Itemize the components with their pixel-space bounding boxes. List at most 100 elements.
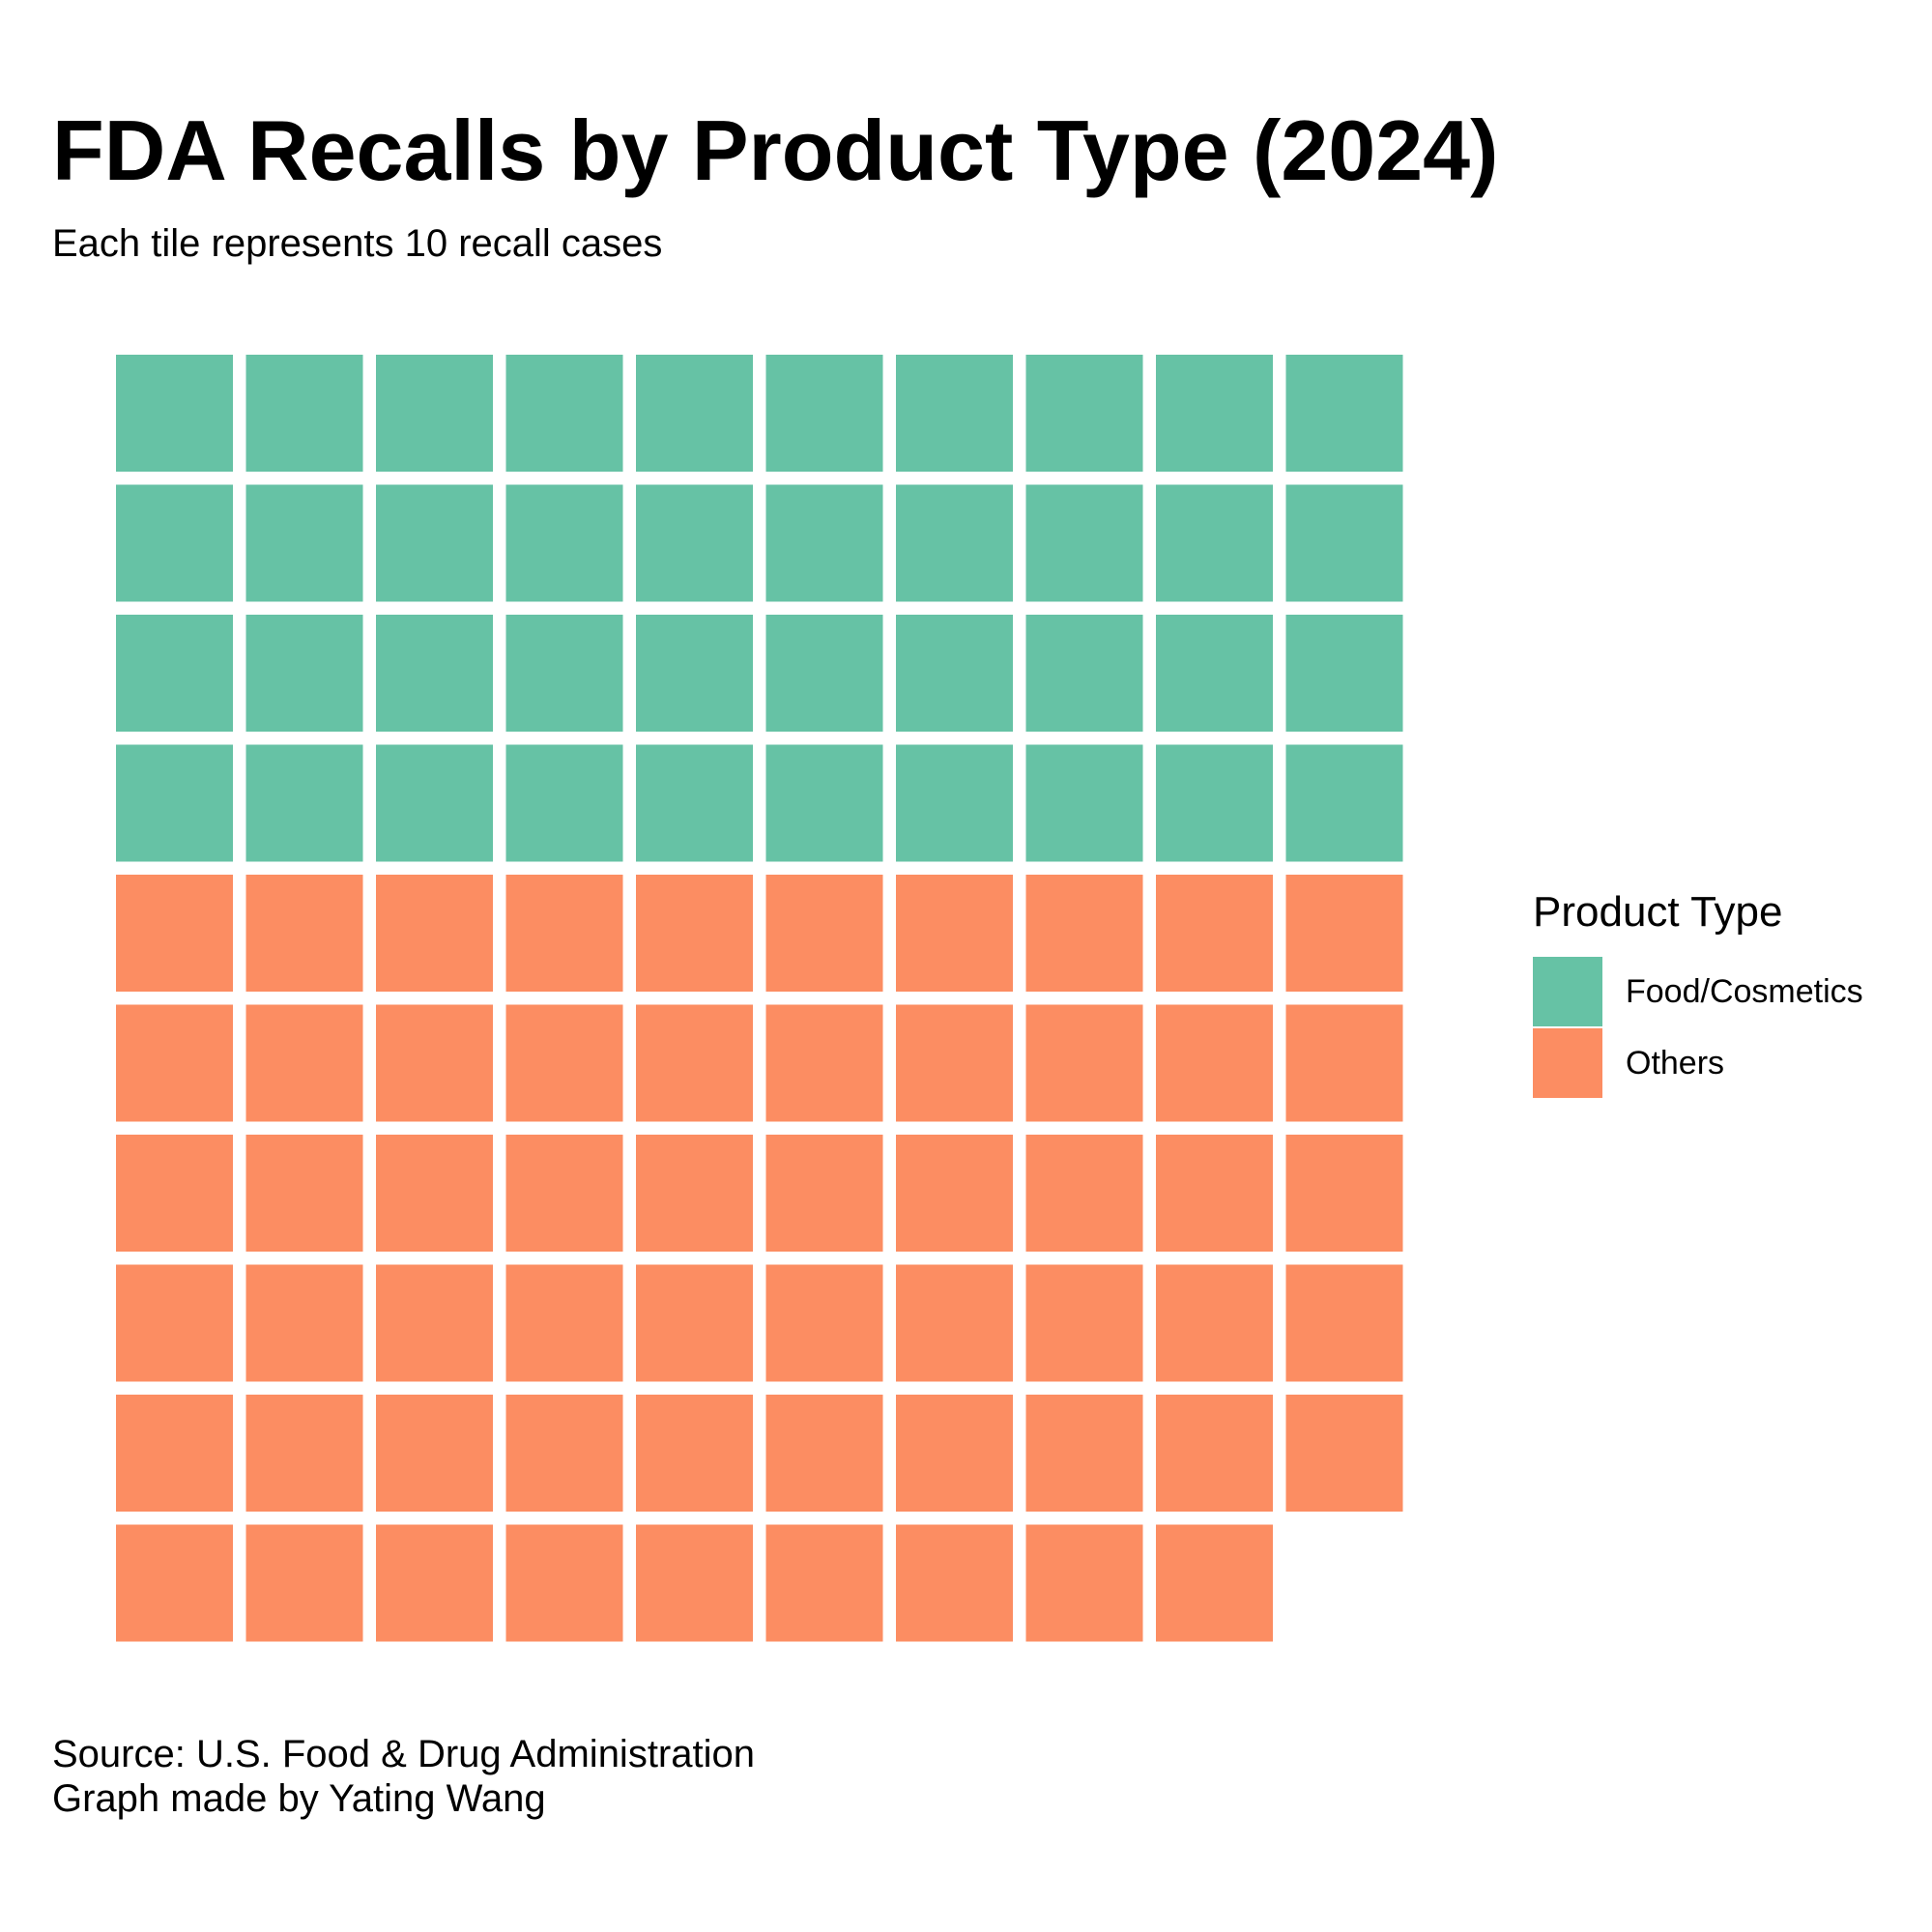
waffle-tile-food-cosmetics xyxy=(1156,355,1273,472)
waffle-tile-others xyxy=(896,875,1013,992)
waffle-tile-food-cosmetics xyxy=(1285,355,1403,472)
waffle-tile-others xyxy=(116,1135,233,1252)
waffle-tile-others xyxy=(765,1264,883,1382)
waffle-tile-others xyxy=(636,1524,753,1642)
waffle-tile-others xyxy=(765,1004,883,1122)
waffle-tile-others xyxy=(1156,1264,1273,1382)
waffle-tile-food-cosmetics xyxy=(636,484,753,602)
waffle-tile-food-cosmetics xyxy=(376,744,493,862)
waffle-tile-others xyxy=(1025,1524,1143,1642)
waffle-tile-others xyxy=(116,1524,233,1642)
waffle-tile-food-cosmetics xyxy=(765,744,883,862)
waffle-tile-food-cosmetics xyxy=(636,744,753,862)
waffle-tile-others xyxy=(896,1004,1013,1122)
chart-subtitle: Each tile represents 10 recall cases xyxy=(52,222,663,265)
waffle-tile-food-cosmetics xyxy=(376,615,493,732)
waffle-tile-others xyxy=(1285,1264,1403,1382)
waffle-tile-food-cosmetics xyxy=(245,484,363,602)
waffle-tile-food-cosmetics xyxy=(1156,744,1273,862)
waffle-tile-others xyxy=(376,1524,493,1642)
waffle-tile-food-cosmetics xyxy=(636,615,753,732)
legend: Product Type Food/Cosmetics Others xyxy=(1533,891,1863,1100)
waffle-tile-food-cosmetics xyxy=(245,615,363,732)
waffle-tile-others xyxy=(116,875,233,992)
legend-title: Product Type xyxy=(1533,888,1783,936)
caption: Source: U.S. Food & Drug Administration … xyxy=(52,1732,755,1821)
waffle-tile-others xyxy=(1025,1264,1143,1382)
legend-key-others xyxy=(1533,1028,1602,1098)
source-note: Source: U.S. Food & Drug Administration xyxy=(52,1733,755,1775)
waffle-tile-food-cosmetics xyxy=(896,615,1013,732)
waffle-tile-food-cosmetics xyxy=(765,355,883,472)
waffle-tile-others xyxy=(765,875,883,992)
waffle-tile-food-cosmetics xyxy=(1156,615,1273,732)
waffle-tile-others xyxy=(1025,1395,1143,1512)
waffle-tile-food-cosmetics xyxy=(505,744,623,862)
waffle-tile-others xyxy=(116,1395,233,1512)
waffle-tile-others xyxy=(376,1264,493,1382)
waffle-tile-food-cosmetics xyxy=(245,355,363,472)
waffle-tile-food-cosmetics xyxy=(1025,744,1143,862)
waffle-tile-food-cosmetics xyxy=(376,484,493,602)
waffle-tile-others xyxy=(245,1135,363,1252)
waffle-tile-others xyxy=(245,1264,363,1382)
waffle-tile-others xyxy=(636,875,753,992)
waffle-tile-others xyxy=(1285,875,1403,992)
waffle-tile-others xyxy=(1156,1395,1273,1512)
waffle-tile-food-cosmetics xyxy=(116,744,233,862)
waffle-tile-others xyxy=(1025,1135,1143,1252)
waffle-tile-food-cosmetics xyxy=(896,744,1013,862)
waffle-tile-food-cosmetics xyxy=(245,744,363,862)
waffle-tile-others xyxy=(896,1524,1013,1642)
waffle-tile-food-cosmetics xyxy=(505,615,623,732)
waffle-tile-others xyxy=(1025,1004,1143,1122)
waffle-tile-others xyxy=(505,1004,623,1122)
waffle-tile-others xyxy=(376,1004,493,1122)
waffle-tile-others xyxy=(636,1395,753,1512)
waffle-tile-others xyxy=(1156,1004,1273,1122)
waffle-tile-others xyxy=(245,875,363,992)
waffle-tile-others xyxy=(1156,1135,1273,1252)
waffle-tile-food-cosmetics xyxy=(1285,744,1403,862)
waffle-tile-food-cosmetics xyxy=(765,484,883,602)
waffle-tile-others xyxy=(1156,875,1273,992)
waffle-tile-others xyxy=(636,1004,753,1122)
waffle-tile-others xyxy=(765,1135,883,1252)
waffle-tile-others xyxy=(896,1395,1013,1512)
waffle-tile-food-cosmetics xyxy=(636,355,753,472)
waffle-tile-others xyxy=(245,1524,363,1642)
waffle-tile-others xyxy=(245,1395,363,1512)
waffle-tile-others xyxy=(765,1395,883,1512)
legend-label-food-cosmetics: Food/Cosmetics xyxy=(1626,972,1863,1010)
waffle-tile-others xyxy=(1285,1004,1403,1122)
waffle-tile-others xyxy=(1025,875,1143,992)
legend-label-others: Others xyxy=(1626,1044,1725,1081)
waffle-tile-food-cosmetics xyxy=(505,355,623,472)
waffle-tile-others xyxy=(1156,1524,1273,1642)
waffle-tile-others xyxy=(376,875,493,992)
waffle-tile-others xyxy=(896,1135,1013,1252)
waffle-tile-others xyxy=(505,1524,623,1642)
waffle-tile-others xyxy=(116,1004,233,1122)
waffle-tile-food-cosmetics xyxy=(896,484,1013,602)
waffle-tile-others xyxy=(765,1524,883,1642)
waffle-tile-others xyxy=(505,875,623,992)
waffle-tile-food-cosmetics xyxy=(116,484,233,602)
waffle-tile-food-cosmetics xyxy=(505,484,623,602)
waffle-tile-others xyxy=(376,1135,493,1252)
waffle-tile-food-cosmetics xyxy=(116,355,233,472)
waffle-tile-others xyxy=(896,1264,1013,1382)
chart-title: FDA Recalls by Product Type (2024) xyxy=(52,102,1499,198)
waffle-tile-food-cosmetics xyxy=(1156,484,1273,602)
legend-key-food-cosmetics xyxy=(1533,957,1602,1026)
waffle-tile-others xyxy=(1285,1135,1403,1252)
waffle-tile-others xyxy=(1285,1395,1403,1512)
legend-item-food-cosmetics: Food/Cosmetics xyxy=(1533,957,1863,1026)
waffle-tile-others xyxy=(636,1264,753,1382)
credit-note: Graph made by Yating Wang xyxy=(52,1777,546,1820)
waffle-tile-food-cosmetics xyxy=(1285,484,1403,602)
waffle-tile-others xyxy=(505,1395,623,1512)
waffle-tile-food-cosmetics xyxy=(116,615,233,732)
waffle-tile-food-cosmetics xyxy=(1025,615,1143,732)
